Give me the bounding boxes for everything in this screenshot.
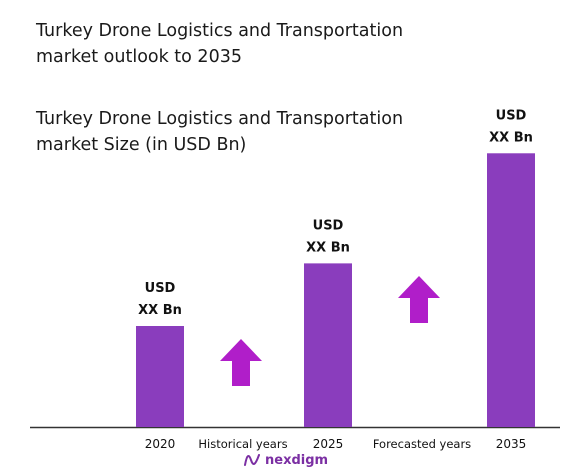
data-label-2035-line-1: USD bbox=[496, 108, 527, 123]
bar-2020 bbox=[136, 326, 184, 427]
subtitle-line-2: market Size (in USD Bn) bbox=[36, 135, 247, 155]
growth-arrow-icon-forecast bbox=[398, 276, 440, 323]
data-label-2025-line-2: XX Bn bbox=[306, 240, 350, 255]
tick-label-2025: 2025 bbox=[313, 437, 344, 451]
title-line-2: market outlook to 2035 bbox=[36, 47, 242, 67]
data-label-2020-line-2: XX Bn bbox=[138, 303, 182, 318]
nexdigm-logo-icon bbox=[244, 454, 260, 466]
chart-subtitle: Turkey Drone Logistics and Transportatio… bbox=[36, 106, 403, 158]
bar-2035 bbox=[487, 153, 535, 428]
growth-arrow-icon-historical bbox=[220, 339, 262, 386]
tick-label-2020: 2020 bbox=[145, 437, 176, 451]
period-label-2: Forecasted years bbox=[373, 437, 471, 451]
data-label-2020-line-1: USD bbox=[145, 281, 176, 296]
tick-label-2035: 2035 bbox=[496, 437, 527, 451]
subtitle-line-1: Turkey Drone Logistics and Transportatio… bbox=[36, 109, 404, 129]
brand-logo: nexdigm bbox=[243, 452, 328, 468]
period-label-1: Historical years bbox=[198, 437, 287, 451]
chart-title: Turkey Drone Logistics and Transportatio… bbox=[36, 18, 403, 70]
brand-name: nexdigm bbox=[265, 452, 329, 468]
data-label-2035-line-2: XX Bn bbox=[489, 130, 533, 145]
title-line-1: Turkey Drone Logistics and Transportatio… bbox=[36, 21, 404, 41]
bar-2025 bbox=[304, 263, 352, 427]
data-label-2025-line-1: USD bbox=[313, 218, 344, 233]
